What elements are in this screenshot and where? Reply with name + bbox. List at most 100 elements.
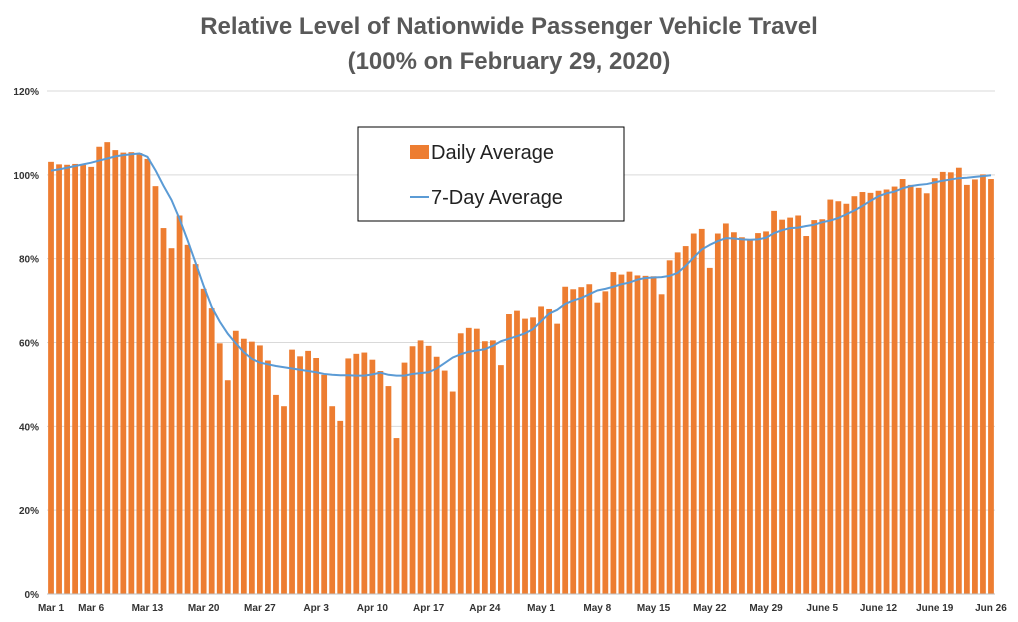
bar-daily-average (425, 345, 432, 594)
bar-daily-average (184, 244, 191, 594)
bar-daily-average (674, 252, 681, 594)
bar-daily-average (980, 174, 986, 594)
bar-daily-average (843, 203, 850, 594)
bar-daily-average (722, 223, 729, 594)
bar-daily-average (72, 163, 79, 594)
x-tick-label: May 8 (583, 603, 611, 614)
bar-daily-average (562, 286, 569, 594)
bar-daily-average (248, 341, 255, 594)
axes: 0% 20% 40% 60% 80% 100% 120% Mar 1 Mar 6 Mar 13 Ma… (13, 87, 1007, 614)
legend-label-daily-average: Daily Average (431, 142, 554, 164)
bar-daily-average (498, 365, 504, 594)
bar-daily-average (546, 308, 553, 594)
bar-daily-average (972, 179, 978, 594)
bar-daily-average (216, 343, 223, 594)
bar-daily-average (867, 192, 874, 595)
bar-daily-average (827, 199, 834, 594)
x-tick-label: May 1 (527, 603, 555, 614)
bar-daily-average (594, 302, 601, 594)
bar-daily-average (160, 228, 167, 594)
x-tick-label: Jun 26 (975, 603, 1007, 614)
bar-daily-average (851, 196, 858, 594)
bar-daily-average (297, 356, 303, 594)
bar-daily-average (835, 201, 842, 595)
bar-daily-average (457, 333, 464, 594)
bar-daily-average (755, 233, 761, 594)
bar-daily-average (385, 386, 392, 594)
bar-daily-average (361, 352, 368, 594)
seven-day-average-line (50, 152, 992, 377)
x-tick-label: May 29 (749, 603, 783, 614)
x-tick-label: Apr 17 (413, 603, 445, 614)
bar-daily-average (859, 192, 866, 594)
bar-daily-average (554, 323, 561, 594)
bar-daily-average (650, 276, 657, 594)
x-tick-label: Apr 3 (303, 603, 329, 614)
x-tick-label: May 22 (693, 603, 727, 614)
bar-daily-average (955, 167, 962, 594)
seven-day-average-line-group (50, 152, 992, 377)
x-tick-label: June 19 (916, 603, 954, 614)
y-tick-label: 80% (19, 255, 39, 266)
bar-daily-average (369, 359, 376, 594)
bar-daily-average (473, 328, 480, 594)
x-tick-label: Mar 6 (78, 603, 105, 614)
bar-daily-average (706, 267, 713, 594)
bar-daily-average (618, 274, 625, 594)
y-tick-label: 0% (25, 590, 40, 601)
bar-daily-average (530, 317, 536, 594)
bar-daily-average (329, 406, 336, 594)
bar-daily-average (449, 391, 456, 594)
chart-title-line-1: Relative Level of Nationwide Passenger V… (200, 13, 818, 40)
bar-daily-average (176, 215, 183, 595)
bar-daily-average (401, 362, 408, 594)
bar-daily-average (489, 340, 496, 594)
bar-daily-average (883, 189, 890, 594)
bar-daily-average (731, 232, 737, 594)
y-tick-label: 100% (13, 171, 39, 182)
bar-daily-average (393, 438, 400, 594)
bar-daily-average (947, 172, 954, 594)
bar-daily-average (112, 150, 119, 594)
bar-daily-average (128, 152, 135, 594)
bar-daily-average (257, 345, 263, 594)
bar-daily-average (192, 264, 199, 594)
bar-daily-average (305, 350, 311, 594)
bar-daily-average (80, 164, 87, 594)
bar-daily-average (200, 288, 207, 594)
bar-daily-average (642, 275, 649, 594)
bar-daily-average (433, 356, 440, 594)
bar-daily-average (931, 178, 938, 594)
bar-daily-average (104, 142, 111, 594)
bar-daily-average (337, 420, 344, 594)
daily-average-bars (48, 142, 994, 595)
bar-daily-average (88, 166, 95, 594)
y-tick-label: 120% (13, 87, 39, 98)
x-tick-label: Mar 27 (244, 603, 276, 614)
bar-daily-average (714, 233, 721, 594)
bar-daily-average (610, 272, 617, 594)
bar-daily-average (658, 294, 665, 594)
bar-daily-average (771, 210, 777, 594)
bar-daily-average (915, 187, 922, 594)
bar-daily-average (602, 291, 609, 594)
bar-daily-average (779, 219, 785, 594)
bar-daily-average (891, 186, 898, 594)
bar-daily-average (409, 346, 416, 594)
bar-daily-average (441, 370, 448, 594)
bar-daily-average (939, 171, 946, 594)
legend: Daily Average 7-Day Average (357, 126, 625, 222)
x-tick-label: Apr 10 (357, 603, 389, 614)
bar-daily-average (232, 330, 239, 594)
bar-daily-average (136, 153, 143, 595)
bar-daily-average (522, 318, 528, 594)
bar-daily-average (96, 146, 103, 594)
y-tick-label: 20% (19, 506, 39, 517)
bar-daily-average (666, 260, 673, 594)
bar-daily-average (763, 231, 769, 595)
bar-daily-average (538, 306, 544, 594)
bar-daily-average (698, 228, 705, 594)
x-tick-label: Mar 1 (38, 603, 65, 614)
bar-daily-average (273, 394, 279, 594)
bar-daily-average (907, 184, 914, 594)
